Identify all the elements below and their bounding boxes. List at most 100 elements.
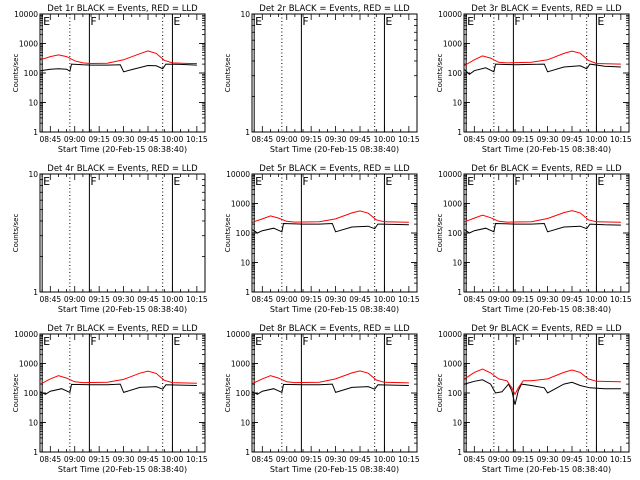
x-tick-label: 08:45 [40,135,62,144]
panel-det-4r: Det 4r BLACK = Events, RED = LLD 1 10 Count… [12,164,208,314]
y-tick-label: 1 [245,288,250,297]
panel-det-7r: Det 7r BLACK = Events, RED = LLD 1 10 100 10… [12,324,208,474]
x-tick-label: 09:30 [325,295,347,304]
x-tick-label: 09:15 [512,135,534,144]
x-tick-label: 10:15 [186,455,208,464]
y-tick-label: 1 [245,128,250,137]
panel-title: Det 4r BLACK = Events, RED = LLD [47,164,198,174]
x-tick-label: 08:45 [464,135,486,144]
x-axis-title: Start Time (20-Feb-15 08:38:40) [482,465,611,474]
x-tick-label: 09:00 [276,135,298,144]
event-marker-label: E [467,15,474,28]
y-tick-label: 100 [448,389,463,398]
x-tick-label: 10:15 [610,455,632,464]
plot-frame [251,13,418,133]
panel-title: Det 7r BLACK = Events, RED = LLD [47,324,198,334]
panel-det-9r: Det 9r BLACK = Events, RED = LLD 1 10 100 10… [436,324,632,474]
y-tick-label: 10 [240,10,250,19]
y-axis-title: Counts/sec [436,214,444,253]
y-tick-label: 1 [457,128,462,137]
y-tick-label: 1 [33,448,38,457]
x-tick-label: 09:30 [113,135,135,144]
event-marker-label: E [255,175,262,188]
x-tick-label: 09:00 [276,295,298,304]
x-tick-label: 09:15 [88,455,110,464]
x-tick-label: 08:45 [252,295,274,304]
x-tick-label: 09:45 [561,295,583,304]
x-tick-label: 10:15 [398,295,420,304]
x-tick-label: 10:00 [586,135,608,144]
x-tick-label: 10:00 [586,295,608,304]
x-tick-label: 10:15 [610,295,632,304]
y-axis-title: Counts/sec [224,374,232,413]
event-marker-label: E [43,175,50,188]
x-tick-label: 09:30 [325,135,347,144]
event-marker-label: E [597,335,604,348]
x-axis-title: Start Time (20-Feb-15 08:38:40) [270,305,399,314]
series-lld-line [40,370,197,385]
y-tick-label: 100 [236,389,251,398]
event-marker-label: E [597,175,604,188]
x-tick-label: 08:45 [40,295,62,304]
x-tick-label: 09:30 [537,455,559,464]
y-tick-label: 10 [240,419,250,428]
y-tick-label: 10 [452,99,462,108]
panel-det-3r: Det 3r BLACK = Events, RED = LLD 1 10 100 10… [436,4,632,154]
y-axis-title: Counts/sec [12,54,20,93]
x-axis-title: Start Time (20-Feb-15 08:38:40) [58,145,187,154]
event-marker-label: E [597,15,604,28]
x-tick-label: 09:30 [537,295,559,304]
y-tick-label: 100 [448,69,463,78]
x-tick-label: 10:00 [374,455,396,464]
x-tick-label: 09:30 [537,135,559,144]
x-tick-label: 10:15 [186,295,208,304]
plot-frame [39,13,206,133]
y-tick-label: 1000 [19,40,38,49]
y-tick-label: 1000 [443,200,462,209]
x-tick-label: 09:00 [488,455,510,464]
y-axis-title: Counts/sec [12,374,20,413]
y-tick-label: 1 [245,448,250,457]
series-lld-line [40,50,197,65]
event-marker-label: F [514,175,520,188]
y-tick-label: 1000 [443,40,462,49]
y-tick-label: 100 [448,229,463,238]
x-tick-label: 08:45 [252,135,274,144]
x-tick-label: 10:15 [610,135,632,144]
y-tick-label: 10000 [438,10,462,19]
event-marker-label: F [90,175,96,188]
x-tick-label: 09:15 [88,295,110,304]
x-tick-label: 10:00 [374,135,396,144]
y-axis-title: Counts/sec [12,214,20,253]
event-marker-label: F [302,15,308,28]
x-tick-label: 09:15 [88,135,110,144]
x-tick-label: 09:00 [488,135,510,144]
y-tick-label: 10000 [226,170,250,179]
y-tick-label: 1000 [19,360,38,369]
panel-det-5r: Det 5r BLACK = Events, RED = LLD 1 10 100 10… [224,164,420,314]
series-events-line [252,222,409,234]
y-tick-label: 10 [240,259,250,268]
y-axis-title: Counts/sec [436,54,444,93]
series-lld-line [252,370,409,384]
event-marker-label: E [173,175,180,188]
x-tick-label: 09:45 [137,135,159,144]
series-lld-line [252,210,409,223]
series-events-line [252,383,409,395]
y-tick-label: 10000 [438,330,462,339]
x-tick-label: 08:45 [252,455,274,464]
event-marker-label: E [385,335,392,348]
panel-det-1r: Det 1r BLACK = Events, RED = LLD 1 10 100 10… [12,4,208,154]
series-lld-line [464,368,621,396]
event-marker-label: F [90,15,96,28]
x-tick-label: 10:00 [586,455,608,464]
event-marker-label: E [43,15,50,28]
x-tick-label: 09:15 [300,135,322,144]
panel-title: Det 9r BLACK = Events, RED = LLD [471,324,622,334]
x-tick-label: 09:45 [349,135,371,144]
y-tick-label: 1 [457,448,462,457]
plot-frame [463,173,630,293]
y-tick-label: 10 [28,419,38,428]
x-tick-label: 09:00 [64,455,86,464]
